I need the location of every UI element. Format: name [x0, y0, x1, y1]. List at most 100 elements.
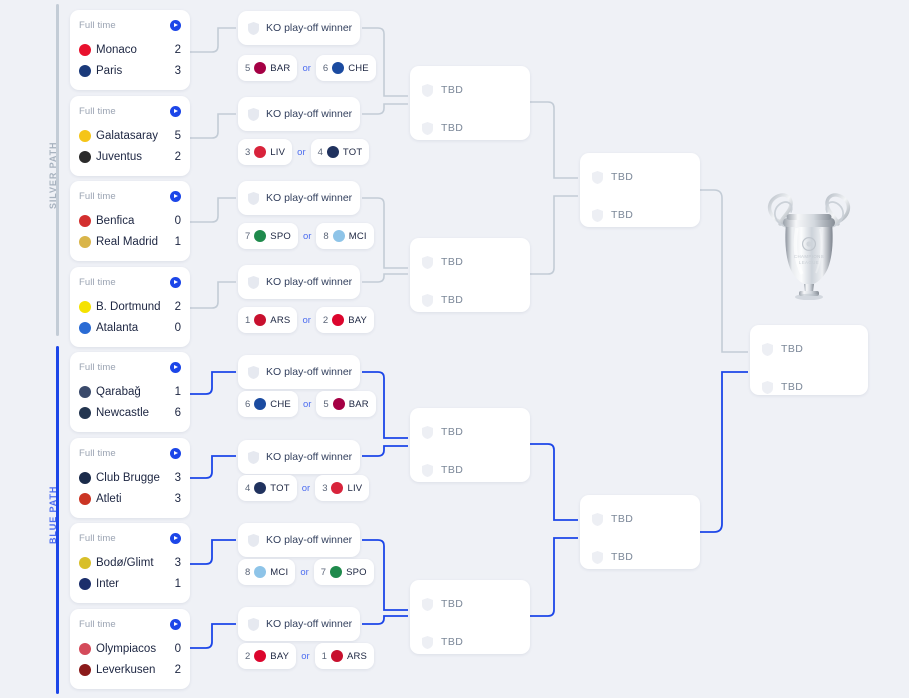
tbd-label: TBD [441, 464, 464, 476]
team-abbr: LIV [270, 146, 286, 158]
match-card[interactable]: Full time Benfica 0 Real Madrid 1 [70, 181, 190, 261]
match-card[interactable]: Full time B. Dortmund 2 Atalanta 0 [70, 267, 190, 347]
play-icon[interactable] [170, 361, 181, 373]
seed-pair: 3 LIV or 4 TOT [238, 139, 370, 165]
play-icon[interactable] [170, 532, 181, 544]
match-card[interactable]: Full time Club Brugge 3 Atleti 3 [70, 438, 190, 518]
team-name: Newcastle [96, 406, 150, 419]
ko-playoff-winner-card[interactable]: KO play-off winner [238, 523, 360, 557]
team-abbr: SPO [346, 566, 367, 578]
team-score: 3 [174, 471, 181, 484]
team-row-away: Juventus 2 [79, 146, 181, 167]
team-crest-icon [332, 314, 345, 326]
play-icon[interactable] [170, 447, 181, 459]
team-score: 1 [174, 577, 181, 590]
seed-option[interactable]: 6 CHE [238, 391, 298, 417]
seed-number: 1 [245, 314, 251, 326]
seed-number: 2 [322, 314, 329, 326]
team-row-home: Monaco 2 [79, 39, 181, 60]
round-of-16-card[interactable]: TBD TBD [410, 238, 530, 312]
match-header: Full time [79, 275, 181, 289]
tbd-row: TBD [592, 544, 688, 570]
or-separator: or [302, 398, 312, 410]
seed-option[interactable]: 4 TOT [310, 139, 370, 165]
seed-option[interactable]: 5 BAR [238, 55, 298, 81]
seed-option[interactable]: 2 BAY [238, 643, 297, 669]
match-status: Full time [79, 447, 116, 459]
team-crest-icon [254, 650, 267, 662]
team-abbr: ARS [346, 650, 368, 662]
ko-winner-label: KO play-off winner [266, 618, 353, 630]
tbd-label: TBD [441, 84, 464, 96]
match-header: Full time [79, 531, 181, 545]
seed-option[interactable]: 6 CHE [315, 55, 376, 81]
shield-placeholder-icon [422, 255, 433, 269]
play-icon[interactable] [170, 618, 181, 630]
round-of-16-card[interactable]: TBD TBD [410, 408, 530, 482]
or-separator: or [302, 230, 312, 242]
match-card[interactable]: Full time Bodø/Glimt 3 Inter 1 [70, 523, 190, 603]
quarterfinal-card[interactable]: TBD TBD [580, 153, 700, 227]
ko-playoff-winner-card[interactable]: KO play-off winner [238, 181, 360, 215]
shield-placeholder-icon [248, 450, 259, 464]
seed-option[interactable]: 1 ARS [238, 307, 298, 333]
team-abbr: LIV [347, 482, 363, 494]
team-row-away: Paris 3 [79, 60, 181, 81]
tbd-row: TBD [762, 336, 856, 362]
seed-option[interactable]: 2 BAY [315, 307, 375, 333]
ko-winner-label: KO play-off winner [266, 108, 353, 120]
play-icon[interactable] [170, 19, 181, 31]
seed-option[interactable]: 7 SPO [238, 223, 298, 249]
seed-option[interactable]: 5 BAR [316, 391, 376, 417]
shield-placeholder-icon [592, 170, 603, 184]
silver-path-label: SILVER PATH [48, 141, 58, 209]
ko-playoff-winner-card[interactable]: KO play-off winner [238, 440, 360, 474]
team-name: B. Dortmund [96, 300, 161, 313]
seed-option[interactable]: 1 ARS [314, 643, 375, 669]
final-card[interactable]: TBD TBD [750, 325, 868, 395]
team-crest-icon [330, 566, 343, 578]
seed-option[interactable]: 8 MCI [238, 559, 296, 585]
team-name: Galatasaray [96, 129, 159, 142]
seed-option[interactable]: 3 LIV [315, 475, 370, 501]
match-header: Full time [79, 189, 181, 203]
ko-winner-label: KO play-off winner [266, 366, 353, 378]
seed-option[interactable]: 8 MCI [316, 223, 374, 249]
shield-placeholder-icon [248, 533, 259, 547]
seed-number: 8 [245, 566, 251, 578]
seed-option[interactable]: 7 SPO [313, 559, 374, 585]
match-card[interactable]: Full time Qarabağ 1 Newcastle 6 [70, 352, 190, 432]
team-crest-icon [332, 398, 345, 410]
tbd-label: TBD [441, 636, 464, 648]
ko-playoff-winner-card[interactable]: KO play-off winner [238, 265, 360, 299]
quarterfinal-card[interactable]: TBD TBD [580, 495, 700, 569]
play-icon[interactable] [170, 276, 181, 288]
round-of-16-card[interactable]: TBD TBD [410, 66, 530, 140]
match-card[interactable]: Full time Galatasaray 5 Juventus 2 [70, 96, 190, 176]
team-abbr: BAR [348, 398, 369, 410]
match-card[interactable]: Full time Olympiacos 0 Leverkusen 2 [70, 609, 190, 689]
ko-playoff-winner-card[interactable]: KO play-off winner [238, 97, 360, 131]
team-score: 3 [174, 64, 181, 77]
play-icon[interactable] [170, 105, 181, 117]
play-icon[interactable] [170, 190, 181, 202]
ko-playoff-winner-card[interactable]: KO play-off winner [238, 355, 360, 389]
tbd-label: TBD [441, 122, 464, 134]
ko-playoff-winner-card[interactable]: KO play-off winner [238, 11, 360, 45]
team-crest-icon [254, 230, 267, 242]
team-crest-icon [79, 300, 91, 313]
match-header: Full time [79, 617, 181, 631]
round-of-16-card[interactable]: TBD TBD [410, 580, 530, 654]
team-name: Juventus [96, 150, 143, 163]
seed-option[interactable]: 4 TOT [238, 475, 297, 501]
team-crest-icon [79, 129, 91, 142]
team-name: Benfica [96, 214, 135, 227]
team-crest-icon [79, 577, 91, 590]
tbd-label: TBD [781, 343, 804, 355]
match-card[interactable]: Full time Monaco 2 Paris 3 [70, 10, 190, 90]
team-score: 6 [174, 406, 181, 419]
or-separator: or [301, 650, 310, 662]
seed-option[interactable]: 3 LIV [238, 139, 293, 165]
ko-playoff-winner-card[interactable]: KO play-off winner [238, 607, 360, 641]
